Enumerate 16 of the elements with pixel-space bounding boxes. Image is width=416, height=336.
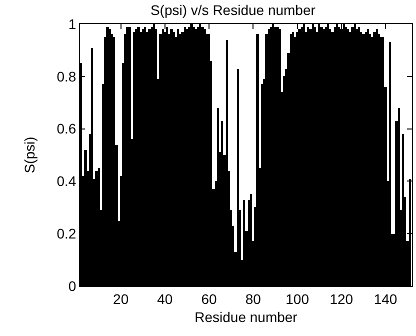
chart-title: S(psi) v/s Residue number: [150, 2, 316, 18]
y-tick-label: 1: [68, 16, 76, 32]
y-axis-title: S(psi): [21, 136, 38, 174]
x-tick-label: 60: [201, 290, 218, 307]
x-tick-label: 100: [286, 290, 310, 307]
y-tick-label: 0.8: [56, 68, 76, 84]
x-tick-label: 120: [330, 290, 354, 307]
x-tick-label: 140: [374, 290, 398, 307]
x-tick-label: 20: [113, 290, 129, 307]
x-tick-label: 80: [245, 290, 262, 307]
y-tick-label: 0.2: [56, 226, 76, 242]
y-tick-label: 0.6: [56, 120, 76, 137]
x-tick-label: 40: [157, 290, 173, 307]
y-tick-label: 0.4: [56, 173, 76, 190]
x-axis-title: Residue number: [194, 309, 298, 326]
y-tick-label: 0: [68, 278, 76, 294]
